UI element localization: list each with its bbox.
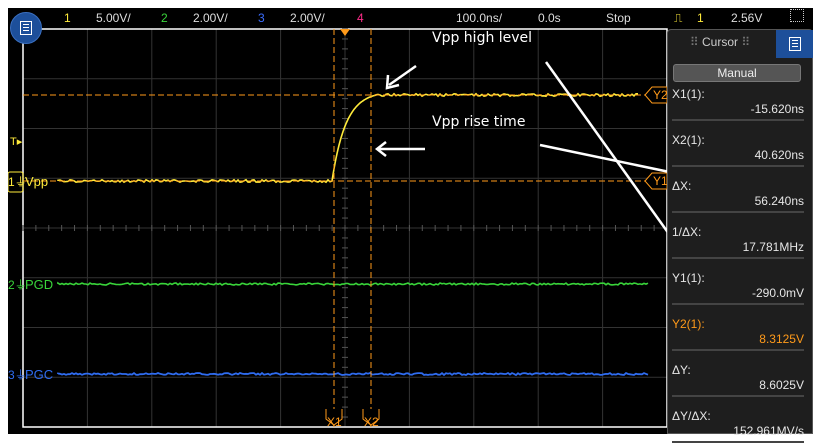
- arrow-high-level: [389, 66, 416, 85]
- readout-value: 17.781MHz: [743, 240, 804, 254]
- channel-3-ground-marker: 3⏚: [8, 368, 27, 382]
- cursor-x2-tag: X2: [363, 409, 379, 429]
- readout-label: 1/ΔX:: [672, 225, 701, 239]
- main-menu-button[interactable]: [10, 12, 42, 44]
- mode-button[interactable]: Manual: [673, 64, 801, 82]
- cursor-x1-tag: X1: [326, 409, 342, 429]
- cursor-y1-tag: Y1: [645, 173, 668, 189]
- readout-label: ΔX:: [672, 179, 691, 193]
- cursor-readout-row: 1/ΔX: 17.781MHz: [672, 223, 804, 259]
- readout-value: 40.620ns: [755, 148, 804, 162]
- cursor-y2-tag: Y2: [645, 87, 668, 103]
- readout-value: 8.3125V: [759, 332, 804, 346]
- channel-2-label: PGD: [25, 277, 53, 292]
- readout-value: 8.6025V: [759, 378, 804, 392]
- readout-value: -15.620ns: [751, 102, 804, 116]
- panel-menu-button[interactable]: [776, 30, 813, 58]
- channel-3-label: PGC: [25, 367, 53, 382]
- svg-text:Y1: Y1: [653, 174, 668, 188]
- panel-title: Cursor: [702, 35, 738, 49]
- annotation-high-level: Vpp high level: [432, 30, 532, 46]
- cursor-readout-row: ΔY/ΔX: 152.961MV/s: [672, 407, 804, 443]
- readout-label: Y2(1):: [672, 317, 705, 331]
- readout-value: 56.240ns: [755, 194, 804, 208]
- menu-icon: [789, 37, 801, 51]
- svg-text:Y2: Y2: [653, 88, 668, 102]
- channel-1-ground-marker: 1⏚: [8, 175, 27, 189]
- svg-text:X2: X2: [364, 415, 379, 429]
- ch2-trace: [58, 283, 648, 285]
- cursor-readout-row: Y1(1): -290.0mV: [672, 269, 804, 305]
- tab-cursor[interactable]: ⠿ Cursor ⠿: [668, 30, 772, 54]
- cursor-panel: ⠿ Cursor ⠿ Manual X1(1): -15.620ns X2(1): 4…: [667, 29, 813, 434]
- trigger-position-marker: [340, 29, 350, 36]
- readout-label: X2(1):: [672, 133, 705, 147]
- channel-2-ground-marker: 2⏚: [8, 278, 27, 292]
- cursor-readout-row: Y2(1): 8.3125V: [672, 315, 804, 351]
- oscilloscope-screen: 1 5.00V/ 2 2.00V/ 3 2.00V/ 4 100.0ns/ 0.…: [8, 8, 813, 434]
- cursor-readout-row: X2(1): 40.620ns: [672, 131, 804, 167]
- ch3-trace: [58, 373, 648, 375]
- readout-label: ΔY/ΔX:: [672, 409, 711, 423]
- cursor-readout-row: ΔX: 56.240ns: [672, 177, 804, 213]
- readout-label: ΔY:: [672, 363, 691, 377]
- annotation-rise-time: Vpp rise time: [432, 114, 525, 130]
- readout-value: 152.961MV/s: [733, 424, 804, 438]
- readout-label: X1(1):: [672, 87, 705, 101]
- cursor-readout-row: X1(1): -15.620ns: [672, 85, 804, 121]
- readout-label: Y1(1):: [672, 271, 705, 285]
- svg-text:X1: X1: [327, 415, 342, 429]
- menu-icon: [20, 21, 32, 35]
- trigger-level-marker: T▸: [10, 136, 23, 148]
- readout-value: -290.0mV: [752, 286, 804, 300]
- channel-1-label: Vpp: [25, 174, 48, 189]
- cursor-readout-row: ΔY: 8.6025V: [672, 361, 804, 397]
